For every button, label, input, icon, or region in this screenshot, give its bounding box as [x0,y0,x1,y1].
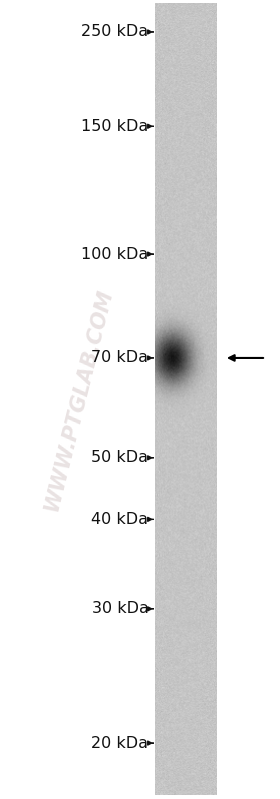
Text: 20 kDa: 20 kDa [91,736,148,750]
Text: 70 kDa: 70 kDa [91,351,148,365]
Text: WWW.PTGLAB.COM: WWW.PTGLAB.COM [41,286,116,513]
Text: 100 kDa: 100 kDa [81,247,148,261]
Text: 40 kDa: 40 kDa [91,512,148,527]
Text: 30 kDa: 30 kDa [92,602,148,616]
Text: 50 kDa: 50 kDa [91,451,148,465]
Text: 150 kDa: 150 kDa [81,119,148,133]
Text: 250 kDa: 250 kDa [81,25,148,39]
